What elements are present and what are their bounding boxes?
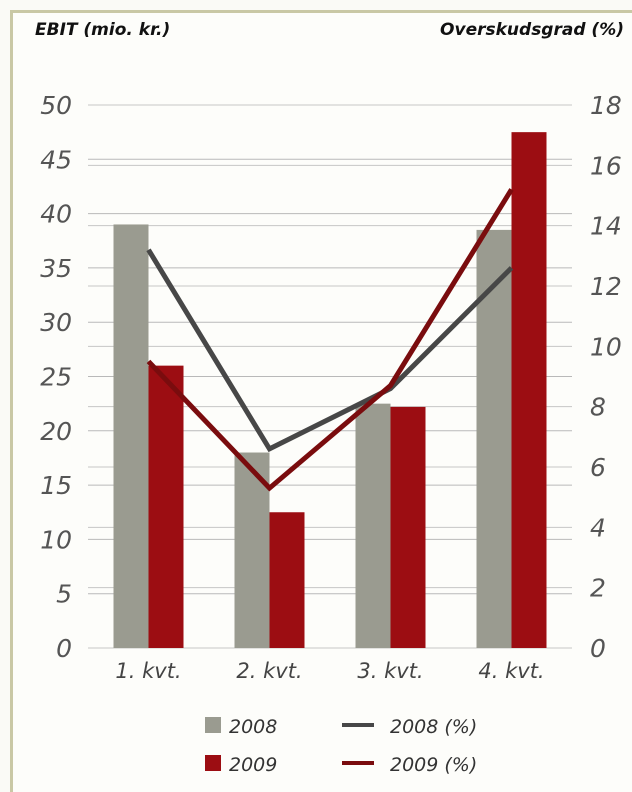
- right-tick-18: 18: [590, 91, 622, 120]
- bar-2009-1: [148, 365, 184, 648]
- left-tick-50: 50: [40, 91, 72, 120]
- left-tick-30: 30: [40, 308, 72, 337]
- bar-2009-4: [511, 132, 547, 648]
- bar-2008-3: [355, 403, 391, 648]
- line-2008-series: [146, 248, 514, 453]
- legend-swatch-2008: [205, 717, 221, 733]
- category-label-3: 3. kvt.: [357, 659, 423, 683]
- right-tick-14: 14: [590, 212, 622, 241]
- legend-label-2008: 2008 (%): [390, 716, 477, 738]
- right-tick-8: 8: [590, 393, 606, 422]
- category-label-2: 2. kvt.: [236, 659, 302, 683]
- right-tick-2: 2: [590, 574, 606, 603]
- right-tick-0: 0: [590, 634, 606, 663]
- left-tick-0: 0: [56, 634, 72, 663]
- left-tick-20: 20: [40, 417, 72, 446]
- right-tick-12: 12: [590, 272, 622, 301]
- right-tick-16: 16: [590, 151, 622, 180]
- right-tick-10: 10: [590, 332, 622, 361]
- left-axis-title: EBIT (mio. kr.): [35, 20, 171, 40]
- left-tick-45: 45: [40, 145, 72, 174]
- bar-2008-1: [113, 224, 149, 648]
- legend-label-2008: 2008: [229, 716, 277, 738]
- category-label-1: 1. kvt.: [115, 659, 181, 683]
- left-tick-5: 5: [56, 580, 72, 609]
- left-tick-25: 25: [40, 363, 72, 392]
- left-tick-35: 35: [40, 254, 72, 283]
- bar-2009-2: [269, 512, 305, 648]
- legend-swatch-2009: [205, 755, 221, 771]
- line-2009-series: [146, 188, 514, 492]
- left-tick-10: 10: [40, 525, 72, 554]
- right-axis-title: Overskudsgrad (%): [440, 20, 624, 40]
- right-tick-4: 4: [590, 513, 606, 542]
- legend-label-2009: 2009: [229, 754, 277, 776]
- category-label-4: 4. kvt.: [478, 659, 544, 683]
- left-tick-40: 40: [40, 200, 72, 229]
- bar-2009-3: [390, 406, 426, 648]
- left-tick-15: 15: [40, 471, 72, 500]
- bar-2008-4: [476, 229, 512, 648]
- legend-label-2009: 2009 (%): [390, 754, 477, 776]
- right-tick-6: 6: [590, 453, 606, 482]
